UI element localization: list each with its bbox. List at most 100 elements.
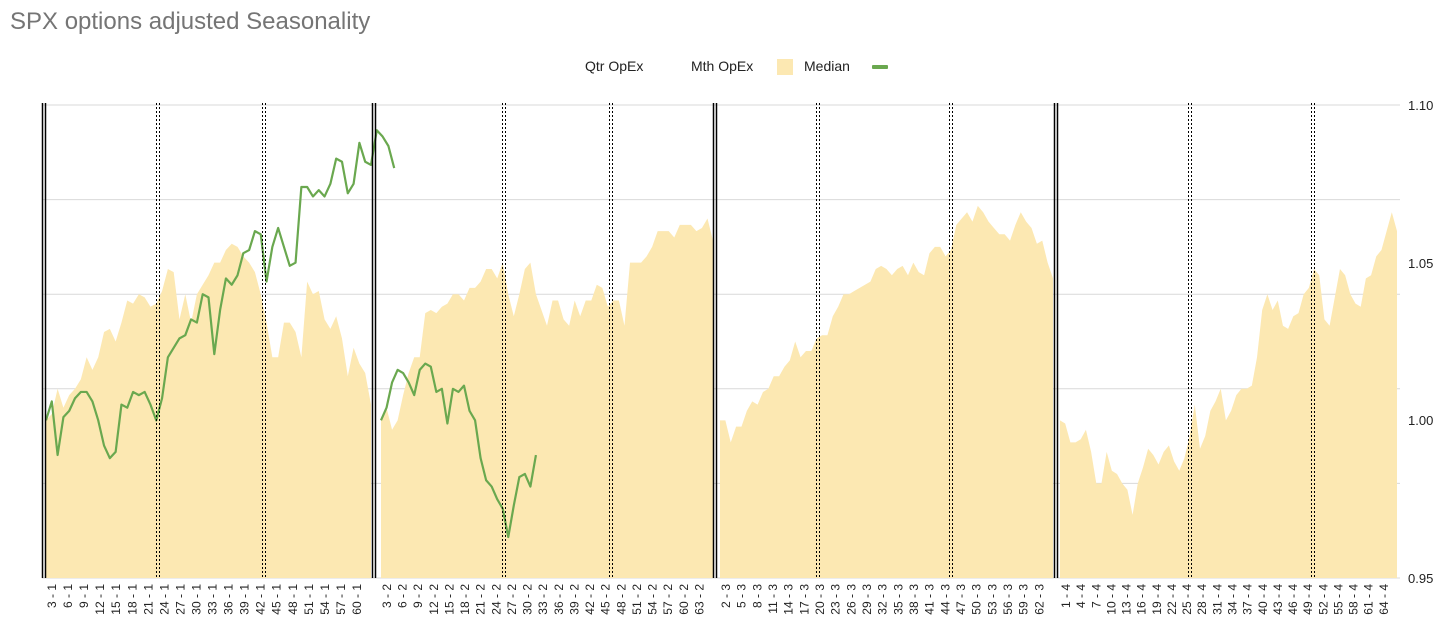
x-tick-label: 34 - 4: [1226, 584, 1240, 615]
median-area-q4: [1060, 212, 1397, 578]
x-tick-label: 6 - 2: [396, 584, 410, 608]
median-area-q1: [46, 243, 371, 578]
x-tick-label: 44 - 3: [938, 584, 952, 615]
x-tick-label: 25 - 4: [1180, 584, 1194, 615]
x-tick-label: 39 - 1: [238, 584, 252, 615]
x-tick-label: 27 - 2: [505, 584, 519, 615]
x-tick-label: 18 - 2: [458, 584, 472, 615]
x-tick-label: 52 - 4: [1316, 584, 1330, 615]
x-tick-label: 55 - 4: [1332, 584, 1346, 615]
x-tick-label: 35 - 3: [891, 584, 905, 615]
x-tick-label: 9 - 2: [411, 584, 425, 608]
x-tick-label: 23 - 3: [829, 584, 843, 615]
legend-median: Median: [804, 58, 850, 74]
legend-green-swatch: [872, 65, 888, 69]
x-tick-label: 26 - 3: [844, 584, 858, 615]
x-tick-label: 16 - 4: [1135, 584, 1149, 615]
legend-qtr-opex: Qtr OpEx: [585, 58, 644, 74]
marker-layer: [41, 103, 1315, 578]
x-tick-label: 10 - 4: [1104, 584, 1118, 615]
x-tick-label: 31 - 4: [1210, 584, 1224, 615]
x-tick-label: 48 - 2: [614, 584, 628, 615]
y-tick-label: 1.05: [1408, 256, 1433, 271]
x-tick-label: 3 - 1: [45, 584, 59, 608]
x-tick-label: 22 - 4: [1165, 584, 1179, 615]
legend: Qtr OpEx Mth OpEx Median: [0, 58, 1448, 80]
x-tick-label: 7 - 4: [1089, 584, 1103, 608]
y-tick-label: 0.95: [1408, 571, 1433, 586]
legend-median-swatch: [777, 59, 793, 75]
x-tick-label: 61 - 4: [1362, 584, 1376, 615]
x-tick-label: 33 - 1: [206, 584, 220, 615]
x-tick-label: 51 - 2: [630, 584, 644, 615]
x-tick-label: 57 - 2: [661, 584, 675, 615]
green-line-q1: [44, 129, 396, 460]
x-tick-label: 14 - 3: [782, 584, 796, 615]
x-tick-label: 11 - 3: [766, 584, 780, 614]
x-tick-label: 21 - 2: [474, 584, 488, 615]
x-tick-label: 29 - 3: [860, 584, 874, 615]
x-tick-label: 60 - 2: [677, 584, 691, 615]
x-tick-label: 38 - 3: [907, 584, 921, 615]
y-tick-label: 1.10: [1408, 98, 1433, 113]
x-tick-label: 54 - 2: [646, 584, 660, 615]
x-tick-label: 17 - 3: [797, 584, 811, 615]
x-tick-label: 59 - 3: [1017, 584, 1031, 615]
x-tick-label: 33 - 2: [536, 584, 550, 615]
x-tick-label: 36 - 1: [222, 584, 236, 615]
x-tick-label: 24 - 1: [157, 584, 171, 615]
x-tick-label: 12 - 2: [427, 584, 441, 615]
x-tick-label: 46 - 4: [1286, 584, 1300, 615]
green-line-q2: [379, 362, 538, 539]
x-tick-label: 27 - 1: [173, 584, 187, 615]
area-layer: [46, 205, 1397, 578]
x-tick-label: 41 - 3: [923, 584, 937, 615]
x-tick-label: 18 - 1: [125, 584, 139, 615]
x-tick-label: 15 - 2: [443, 584, 457, 615]
x-tick-label: 45 - 1: [270, 584, 284, 615]
x-tick-label: 53 - 3: [985, 584, 999, 615]
x-tick-label: 51 - 1: [302, 584, 316, 615]
x-tick-label: 4 - 4: [1074, 584, 1088, 608]
x-tick-label: 2 - 3: [719, 584, 733, 608]
x-tick-label: 58 - 4: [1347, 584, 1361, 615]
x-tick-label: 49 - 4: [1301, 584, 1315, 615]
x-tick-label: 28 - 4: [1195, 584, 1209, 615]
median-area-q2: [381, 218, 713, 578]
x-tick-label: 42 - 1: [254, 584, 268, 615]
x-tick-label: 32 - 3: [876, 584, 890, 615]
x-tick-label: 56 - 3: [1001, 584, 1015, 615]
legend-mth-opex: Mth OpEx: [691, 58, 754, 74]
x-tick-label: 30 - 1: [189, 584, 203, 615]
x-tick-label: 30 - 2: [521, 584, 535, 615]
x-tick-label: 13 - 4: [1120, 584, 1134, 615]
x-tick-label: 9 - 1: [77, 584, 91, 608]
x-tick-label: 40 - 4: [1256, 584, 1270, 615]
x-tick-label: 54 - 1: [318, 584, 332, 615]
x-tick-label: 63 - 2: [692, 584, 706, 615]
y-axis: 0.95 1.00 1.05 1.10: [1408, 98, 1433, 586]
x-tick-label: 24 - 2: [489, 584, 503, 615]
y-tick-label: 1.00: [1408, 413, 1433, 428]
x-tick-label: 64 - 4: [1377, 584, 1391, 615]
x-tick-label: 36 - 2: [552, 584, 566, 615]
x-tick-label: 57 - 1: [334, 584, 348, 615]
x-tick-label: 12 - 1: [93, 584, 107, 615]
x-tick-label: 39 - 2: [567, 584, 581, 615]
x-tick-label: 60 - 1: [350, 584, 364, 615]
x-tick-label: 20 - 3: [813, 584, 827, 615]
x-tick-label: 6 - 1: [61, 584, 75, 608]
x-tick-label: 43 - 4: [1271, 584, 1285, 615]
x-tick-label: 37 - 4: [1241, 584, 1255, 615]
line-layer: [44, 129, 538, 539]
x-tick-label: 45 - 2: [599, 584, 613, 615]
x-tick-label: 1 - 4: [1059, 584, 1073, 608]
median-area-q3: [720, 205, 1053, 578]
x-tick-label: 5 - 3: [735, 584, 749, 608]
x-tick-label: 3 - 2: [380, 584, 394, 608]
x-tick-label: 62 - 3: [1032, 584, 1046, 615]
x-tick-label: 8 - 3: [750, 584, 764, 608]
x-tick-label: 15 - 1: [109, 584, 123, 615]
